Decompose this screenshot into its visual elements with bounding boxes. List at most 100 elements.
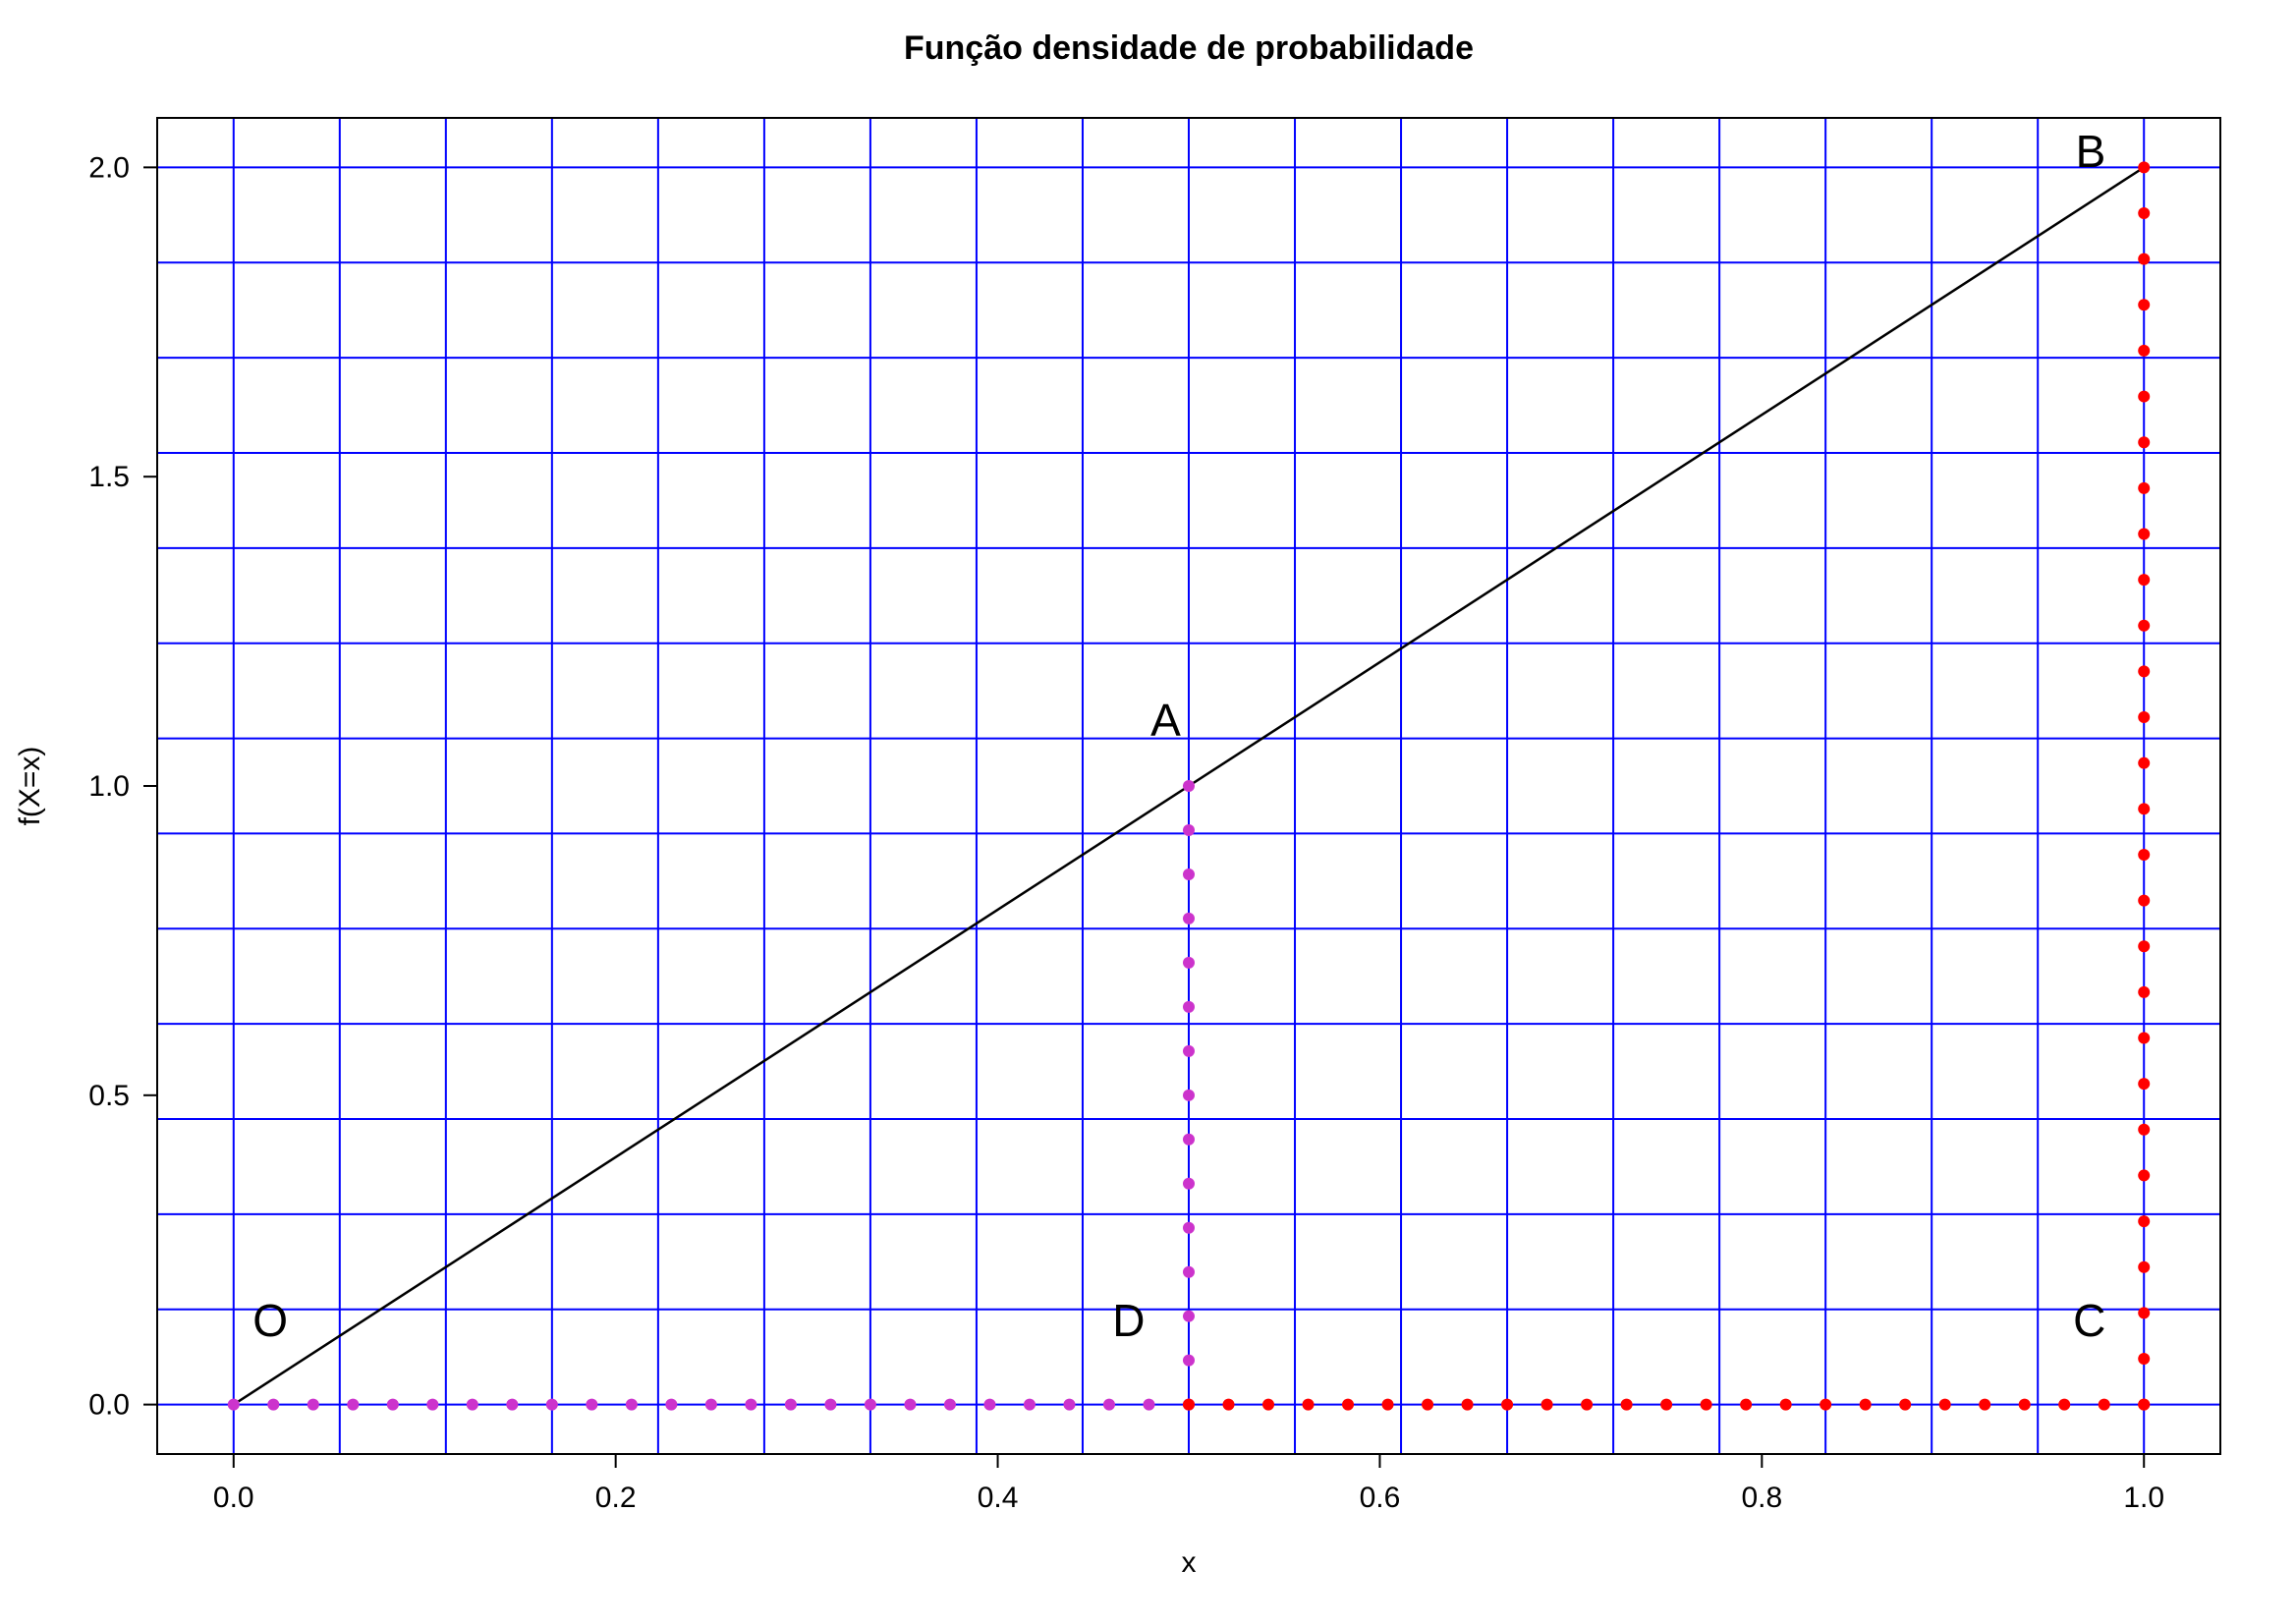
dot [2138,1307,2150,1318]
y-axis-label: f(X=x) [14,747,46,826]
dot [2138,1261,2150,1273]
x-tick-label: 0.6 [1360,1482,1401,1514]
dot [1541,1399,1553,1411]
dot [1780,1399,1792,1411]
dot [1143,1399,1154,1411]
dot [2138,665,2150,677]
dot [665,1399,677,1411]
y-tick-label: 0.5 [88,1080,130,1112]
dot [1223,1399,1235,1411]
x-tick-label: 1.0 [2123,1482,2164,1514]
dot [1183,1266,1195,1278]
point-label: D [1112,1295,1145,1346]
dot [2138,253,2150,265]
dot [2138,1399,2150,1411]
dot [824,1399,836,1411]
chart-title: Função densidade de probabilidade [904,29,1474,67]
dot [1979,1399,1990,1411]
x-tick-label: 0.4 [978,1482,1019,1514]
x-tick-label: 0.0 [213,1482,254,1514]
dot [2138,207,2150,219]
dot [944,1399,956,1411]
dot [267,1399,279,1411]
dot [1183,868,1195,880]
dot [2138,940,2150,952]
dot [1183,913,1195,924]
dot [1899,1399,1911,1411]
dot [1303,1399,1315,1411]
dot [1183,1045,1195,1057]
y-tick-label: 1.0 [88,770,130,803]
dot [1860,1399,1872,1411]
dot [2138,849,2150,861]
dot [1183,1001,1195,1013]
point-label: A [1150,695,1181,746]
dot [2138,757,2150,769]
dot [2138,895,2150,907]
dot [2138,299,2150,310]
dot [1183,1311,1195,1322]
dot [2138,1215,2150,1227]
dot [1342,1399,1354,1411]
dot [2138,528,2150,539]
dot [1183,1178,1195,1190]
dot [1939,1399,1951,1411]
dot [1183,1134,1195,1146]
dot [1581,1399,1593,1411]
dot [2138,803,2150,814]
dot [1701,1399,1712,1411]
dot [2138,436,2150,448]
dot [2138,161,2150,173]
dot [2058,1399,2070,1411]
dot [983,1399,995,1411]
dot [1382,1399,1394,1411]
dot [308,1399,319,1411]
x-axis-label: x [1182,1546,1197,1579]
dotted-segment [1183,780,1195,1411]
x-tick-label: 0.2 [595,1482,637,1514]
dot [1501,1399,1513,1411]
point-label: B [2076,126,2106,177]
y-tick-label: 2.0 [88,151,130,184]
dot [2138,1124,2150,1136]
dot [2138,711,2150,723]
dot [1422,1399,1433,1411]
dot [2138,1033,2150,1044]
dot [2138,574,2150,586]
dot [1183,824,1195,836]
dot [1820,1399,1831,1411]
dot [426,1399,438,1411]
dot [904,1399,916,1411]
y-tick-label: 1.5 [88,461,130,493]
point-label: O [252,1295,288,1346]
dot [2099,1399,2110,1411]
dot [1183,1090,1195,1101]
point-label: C [2073,1295,2105,1346]
dot [1462,1399,1474,1411]
dot [2138,1078,2150,1090]
dot [705,1399,717,1411]
dot [1660,1399,1672,1411]
dot [1183,1222,1195,1234]
dot [586,1399,597,1411]
dot [2138,391,2150,403]
dot [1262,1399,1274,1411]
y-tick-label: 0.0 [88,1389,130,1422]
dot [1183,780,1195,792]
dot [865,1399,876,1411]
dot [2138,345,2150,357]
dot [1740,1399,1752,1411]
dot [2138,482,2150,494]
dot [785,1399,797,1411]
dot [1103,1399,1115,1411]
dot [1024,1399,1036,1411]
dot [347,1399,359,1411]
dot [2138,620,2150,632]
dot [387,1399,399,1411]
chart-container: OABCD0.00.20.40.60.81.00.00.51.01.52.0Fu… [0,0,2296,1624]
dot [546,1399,558,1411]
dot [2138,986,2150,998]
dot [467,1399,478,1411]
dot [745,1399,756,1411]
pdf-chart: OABCD0.00.20.40.60.81.00.00.51.01.52.0Fu… [0,0,2296,1624]
